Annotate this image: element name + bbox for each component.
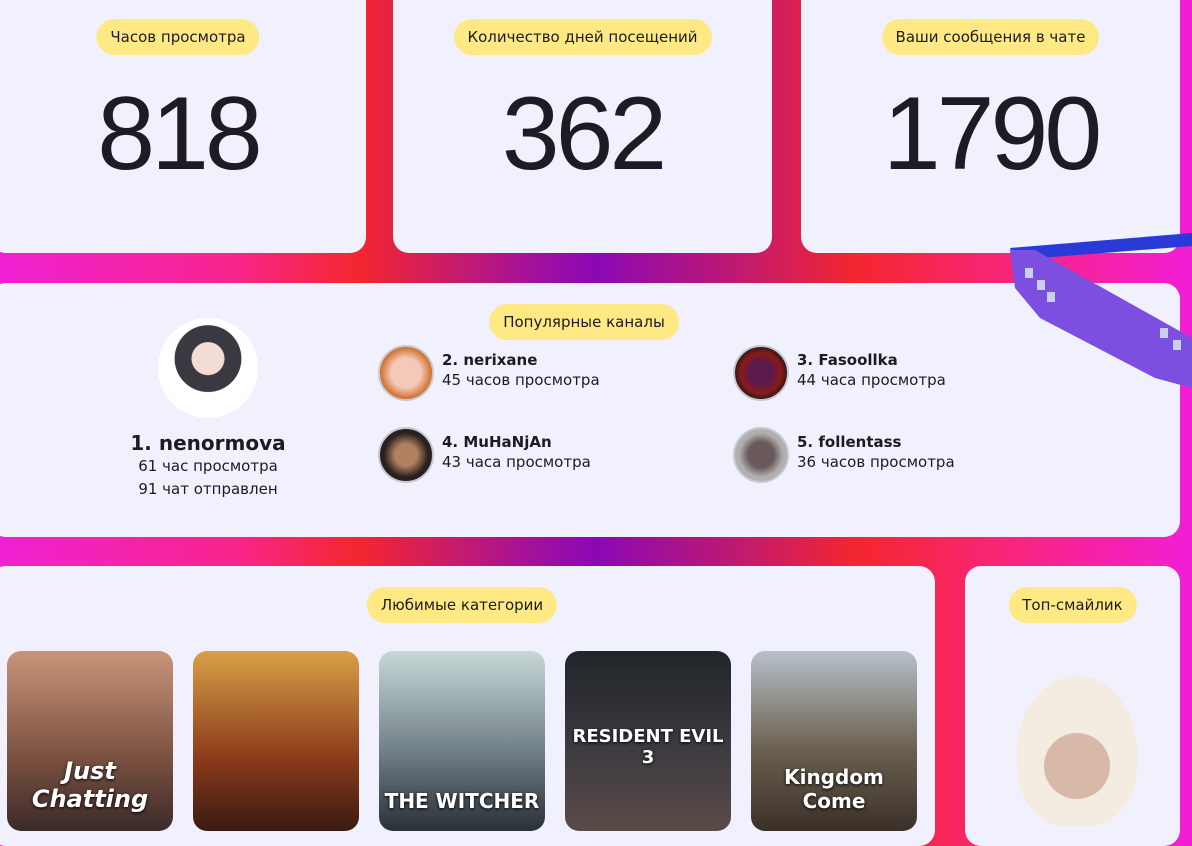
channel-hours: 45 часов просмотра [442, 371, 600, 389]
stat-card-hours: Часов просмотра 818 [0, 0, 366, 253]
stat-label: Количество дней посещений [453, 19, 712, 55]
channel-name: 4. MuHaNjAn [442, 433, 552, 451]
stat-value: 362 [501, 76, 668, 192]
stat-card-days: Количество дней посещений 362 [393, 0, 772, 253]
category-cover-resident-evil[interactable]: RESIDENT EVIL 3 [565, 651, 731, 831]
pixel-sunglasses-icon [1010, 233, 1192, 388]
channel-avatar [378, 345, 434, 401]
category-cover-kingdom-come[interactable]: Kingdom Come [751, 651, 917, 831]
channels-card: Популярные каналы 1. nenormova 61 час пр… [0, 283, 1180, 537]
cover-title: THE WITCHER [384, 789, 540, 813]
stat-card-messages: Ваши сообщения в чате 1790 [801, 0, 1180, 253]
categories-title: Любимые категории [366, 587, 558, 623]
channel-avatar [733, 345, 789, 401]
channel-avatar [733, 427, 789, 483]
channel-name: 5. follentass [797, 433, 902, 451]
channel-name: 3. Fasoollka [797, 351, 898, 369]
channel-hours: 43 часа просмотра [442, 453, 591, 471]
channel-hours: 36 часов просмотра [797, 453, 955, 471]
top-emote-image [1017, 676, 1137, 826]
channels-title: Популярные каналы [489, 304, 679, 340]
emote-card: Топ-смайлик [965, 566, 1180, 846]
emote-title: Топ-смайлик [1008, 587, 1137, 623]
category-cover-dota[interactable] [193, 651, 359, 831]
top-channel-name[interactable]: 1. nenormova [130, 431, 286, 455]
top-channel-chats: 91 чат отправлен [138, 480, 278, 498]
stat-label: Часов просмотра [96, 19, 260, 55]
channel-name: 2. nerixane [442, 351, 538, 369]
stat-value: 818 [97, 76, 263, 192]
top-channel-hours: 61 час просмотра [138, 457, 278, 475]
top-channel-avatar[interactable] [158, 318, 258, 418]
stat-value: 1790 [882, 76, 1102, 192]
stat-label: Ваши сообщения в чате [881, 19, 1100, 55]
category-cover-just-chatting[interactable]: Just Chatting [7, 651, 173, 831]
channel-hours: 44 часа просмотра [797, 371, 946, 389]
cover-title: Just Chatting [31, 757, 149, 813]
cover-title: Kingdom Come [784, 765, 884, 813]
cover-title: RESIDENT EVIL 3 [572, 726, 724, 768]
category-cover-witcher[interactable]: THE WITCHER [379, 651, 545, 831]
channel-avatar [378, 427, 434, 483]
